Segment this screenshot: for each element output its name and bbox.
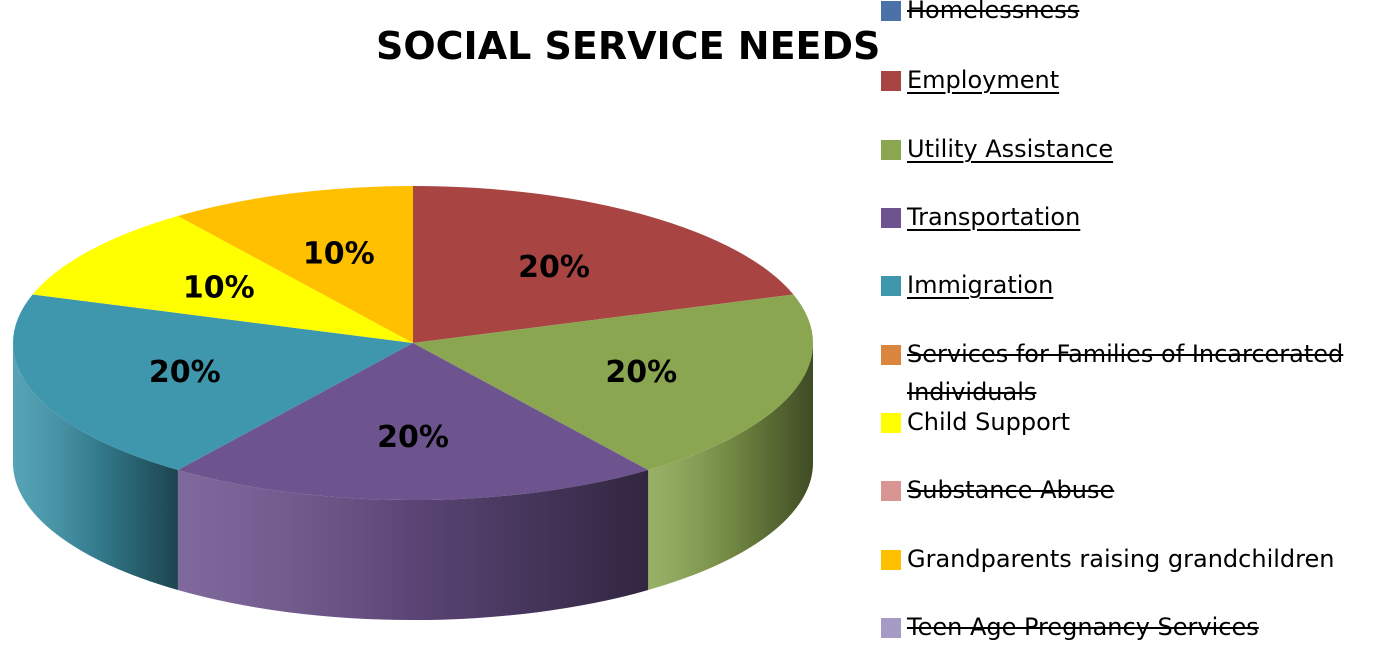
legend-item: Services for Families of Incarcerated In… xyxy=(881,335,1377,406)
legend-label: Homelessness xyxy=(907,0,1080,24)
data-label-grandparents-raising-grandchildren: 10% xyxy=(303,236,375,271)
legend-item: Teen Age Pregnancy Services xyxy=(881,608,1259,648)
legend-swatch xyxy=(881,550,901,570)
legend-label: Employment xyxy=(907,66,1060,94)
legend-item: Immigration xyxy=(881,266,1053,306)
legend-item: Employment xyxy=(881,61,1059,101)
legend-swatch xyxy=(881,413,901,433)
legend-item: Child Support xyxy=(881,403,1070,443)
legend-item: Grandparents raising grandchildren xyxy=(881,540,1334,580)
legend-item: Utility Assistance xyxy=(881,130,1113,170)
legend-label: Utility Assistance xyxy=(907,135,1114,163)
pie-side-shade-transportation xyxy=(177,470,649,621)
legend-swatch xyxy=(881,345,901,365)
chart-title: SOCIAL SERVICE NEEDS xyxy=(376,24,881,68)
legend-item: Transportation xyxy=(881,198,1080,238)
pie-side-shade-immigration xyxy=(13,343,178,591)
legend-swatch xyxy=(881,140,901,160)
legend-label: Immigration xyxy=(907,271,1054,299)
pie-slice-employment xyxy=(413,186,794,343)
pie-slice-immigration xyxy=(12,294,413,471)
pie-slice-grandparents-raising-grandchildren xyxy=(177,186,413,343)
legend-item: Substance Abuse xyxy=(881,471,1114,511)
pie-chart: 20% 20% 20% 20% 10% 10% xyxy=(12,186,813,621)
data-label-employment: 20% xyxy=(518,250,590,285)
legend-item: Homelessness xyxy=(881,0,1079,31)
data-label-transportation: 20% xyxy=(377,420,449,455)
pie-slice-child-support xyxy=(32,215,413,343)
pie-tops xyxy=(12,186,813,500)
data-label-immigration: 20% xyxy=(149,355,221,390)
legend-swatch xyxy=(881,618,901,638)
legend-label: Child Support xyxy=(907,408,1071,436)
legend-label: Teen Age Pregnancy Services xyxy=(907,613,1259,641)
legend-label: Transportation xyxy=(907,203,1081,231)
legend-swatch xyxy=(881,481,901,501)
pie-sides xyxy=(13,343,813,621)
legend-label: Grandparents raising grandchildren xyxy=(907,545,1335,573)
pie-labels: 20% 20% 20% 20% 10% 10% xyxy=(149,236,677,455)
legend: Homelessness Employment Utility Assistance… xyxy=(881,0,1377,651)
data-label-child-support: 10% xyxy=(183,271,255,306)
pie-slice-transportation xyxy=(177,343,649,500)
legend-swatch xyxy=(881,276,901,296)
pie-slice-utility-assistance xyxy=(413,294,813,471)
legend-label: Substance Abuse xyxy=(907,476,1115,504)
pie-side-shade-utility-assistance xyxy=(648,343,813,591)
legend-swatch xyxy=(881,1,901,21)
legend-swatch xyxy=(881,71,901,91)
legend-swatch xyxy=(881,208,901,228)
legend-label: Services for Families of Incarcerated In… xyxy=(907,340,1344,406)
data-label-utility-assistance: 20% xyxy=(605,355,677,390)
